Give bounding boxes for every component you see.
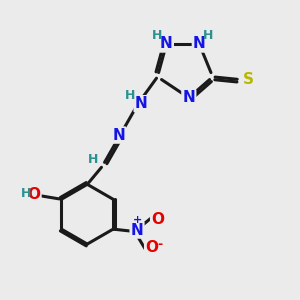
Text: H: H [88,153,98,167]
Text: N: N [112,128,125,142]
Text: N: N [131,223,143,238]
Text: N: N [135,96,147,111]
Text: N: N [193,37,206,52]
Text: H: H [152,29,162,42]
Text: O: O [145,240,158,255]
Text: O: O [28,187,40,202]
Text: -: - [158,238,163,251]
Text: +: + [132,215,142,225]
Text: N: N [160,37,173,52]
Text: H: H [124,89,135,102]
Text: H: H [203,29,213,42]
Text: S: S [243,72,254,87]
Text: O: O [151,212,164,227]
Text: H: H [20,187,31,200]
Text: N: N [182,90,195,105]
